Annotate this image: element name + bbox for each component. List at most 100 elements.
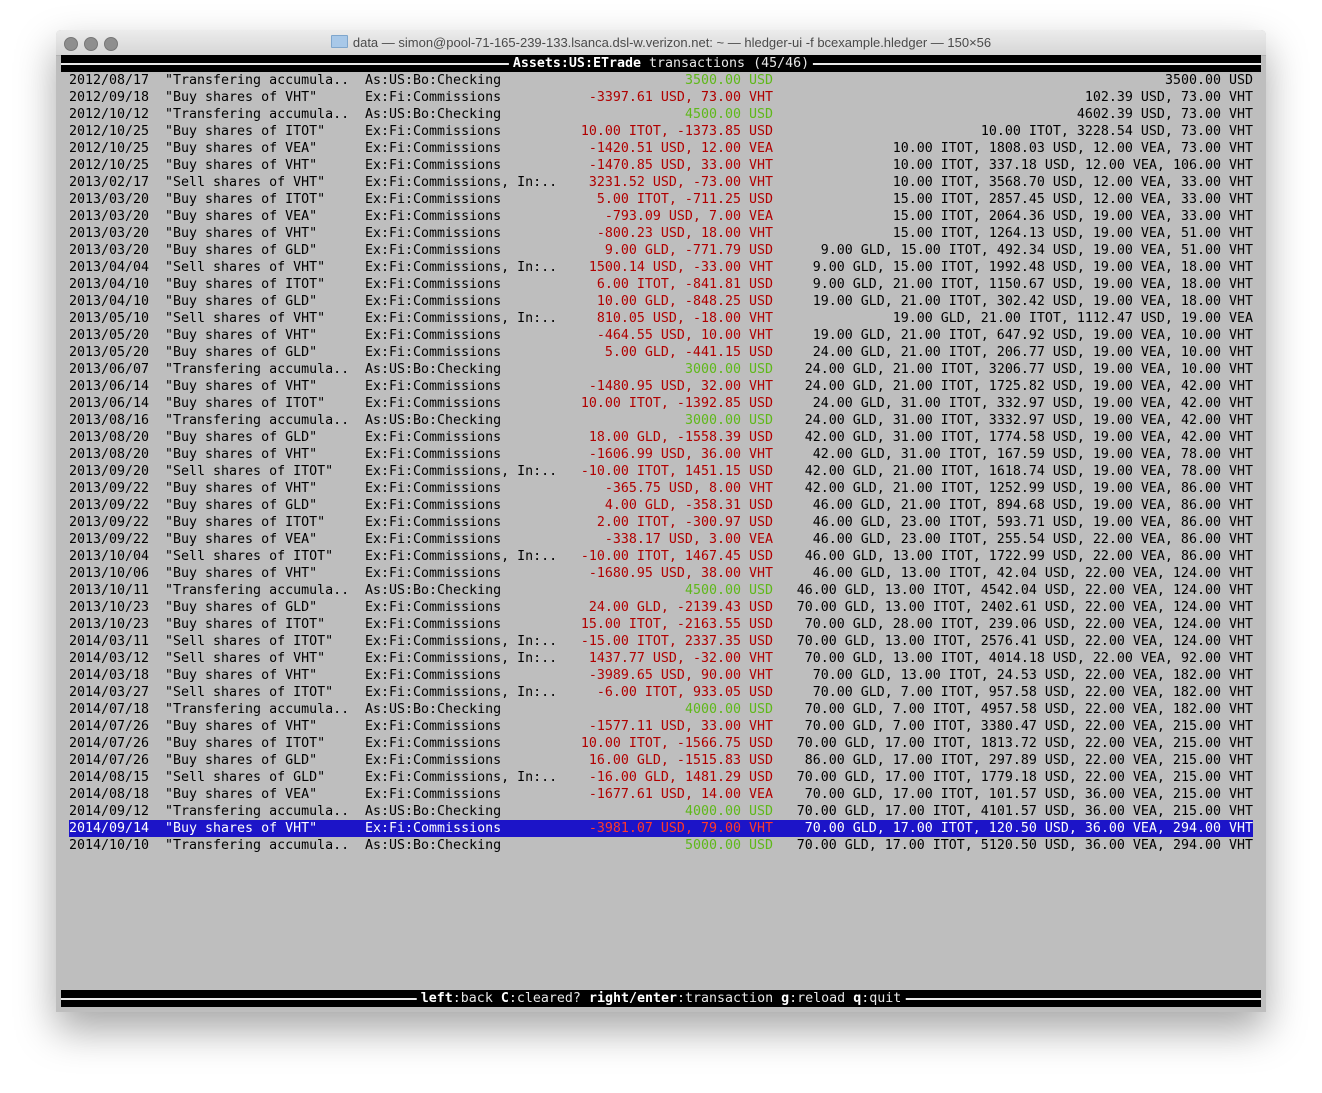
table-row[interactable]: 2013/08/20 "Buy shares of GLD" Ex:Fi:Commi… <box>61 429 1261 446</box>
table-row[interactable]: 2012/10/12 "Transfering accumula.. As:US:B… <box>61 106 1261 123</box>
row-date: 2012/10/25 <box>69 158 150 173</box>
table-row[interactable]: 2013/05/20 "Buy shares of GLD" Ex:Fi:Commi… <box>61 344 1261 361</box>
table-row[interactable]: 2013/03/20 "Buy shares of VHT" Ex:Fi:Commi… <box>61 225 1261 242</box>
row-balance: 70.00 GLD, 7.00 ITOT, 3380.47 USD, 22.00… <box>804 719 1253 734</box>
row-account: Ex:Fi:Commissions <box>365 209 502 224</box>
table-row[interactable]: 2012/10/25 "Buy shares of VHT" Ex:Fi:Commi… <box>61 157 1261 174</box>
row-description: "Buy shares of VHT" <box>165 719 318 734</box>
row-amount: 5.00 GLD, -441.15 USD <box>604 345 773 360</box>
row-date: 2012/08/17 <box>69 73 150 88</box>
table-row[interactable]: 2013/10/11 "Transfering accumula.. As:US:B… <box>61 582 1261 599</box>
table-row[interactable]: 2012/09/18 "Buy shares of VHT" Ex:Fi:Commi… <box>61 89 1261 106</box>
table-row[interactable]: 2013/06/07 "Transfering accumula.. As:US:B… <box>61 361 1261 378</box>
row-date: 2013/09/22 <box>69 515 150 530</box>
row-balance: 46.00 GLD, 13.00 ITOT, 4542.04 USD, 22.0… <box>796 583 1253 598</box>
row-account: Ex:Fi:Commissions, In:.. <box>365 175 558 190</box>
row-balance: 15.00 ITOT, 2064.36 USD, 19.00 VEA, 33.0… <box>892 209 1253 224</box>
row-description: "Sell shares of GLD" <box>165 770 326 785</box>
table-row[interactable]: 2012/10/25 "Buy shares of ITOT" Ex:Fi:Comm… <box>61 123 1261 140</box>
row-account: As:US:Bo:Checking <box>365 73 502 88</box>
row-balance: 46.00 GLD, 13.00 ITOT, 1722.99 USD, 22.0… <box>804 549 1253 564</box>
table-row[interactable]: 2013/09/22 "Buy shares of VHT" Ex:Fi:Commi… <box>61 480 1261 497</box>
table-row[interactable]: 2014/03/18 "Buy shares of VHT" Ex:Fi:Commi… <box>61 667 1261 684</box>
table-row[interactable]: 2014/03/12 "Sell shares of VHT" Ex:Fi:Comm… <box>61 650 1261 667</box>
row-amount: 10.00 GLD, -848.25 USD <box>596 294 773 309</box>
row-account: Ex:Fi:Commissions, In:.. <box>365 770 558 785</box>
row-date: 2013/10/23 <box>69 617 150 632</box>
row-description: "Buy shares of ITOT" <box>165 515 326 530</box>
table-row-selected[interactable]: 2014/09/14 "Buy shares of VHT" Ex:Fi:Commi… <box>61 820 1261 837</box>
row-amount: 3000.00 USD <box>684 413 773 428</box>
row-description: "Buy shares of VHT" <box>165 668 318 683</box>
table-row[interactable]: 2014/07/18 "Transfering accumula.. As:US:B… <box>61 701 1261 718</box>
table-row[interactable]: 2013/04/10 "Buy shares of GLD" Ex:Fi:Commi… <box>61 293 1261 310</box>
table-row[interactable]: 2013/06/14 "Buy shares of VHT" Ex:Fi:Commi… <box>61 378 1261 395</box>
row-amount: 5.00 ITOT, -711.25 USD <box>596 192 773 207</box>
table-row[interactable]: 2013/09/22 "Buy shares of GLD" Ex:Fi:Commi… <box>61 497 1261 514</box>
row-date: 2014/09/12 <box>69 804 150 819</box>
window-title-wrap: data — simon@pool-71-165-239-133.lsanca.… <box>56 35 1266 50</box>
table-row[interactable]: 2014/03/27 "Sell shares of ITOT" Ex:Fi:Com… <box>61 684 1261 701</box>
row-amount: -15.00 ITOT, 2337.35 USD <box>580 634 773 649</box>
table-row[interactable]: 2013/04/10 "Buy shares of ITOT" Ex:Fi:Comm… <box>61 276 1261 293</box>
table-row[interactable]: 2013/02/17 "Sell shares of VHT" Ex:Fi:Comm… <box>61 174 1261 191</box>
row-description: "Buy shares of VHT" <box>165 328 318 343</box>
row-account: Ex:Fi:Commissions <box>365 396 502 411</box>
table-row[interactable]: 2013/05/10 "Sell shares of VHT" Ex:Fi:Comm… <box>61 310 1261 327</box>
table-row[interactable]: 2013/03/20 "Buy shares of VEA" Ex:Fi:Commi… <box>61 208 1261 225</box>
key-action-2: transaction <box>685 991 774 1006</box>
table-row[interactable]: 2013/10/23 "Buy shares of ITOT" Ex:Fi:Comm… <box>61 616 1261 633</box>
row-balance: 46.00 GLD, 23.00 ITOT, 593.71 USD, 19.00… <box>812 515 1253 530</box>
row-amount: -3981.07 USD, 79.00 VHT <box>588 821 773 836</box>
table-row[interactable]: 2013/09/20 "Sell shares of ITOT" Ex:Fi:Com… <box>61 463 1261 480</box>
table-row[interactable]: 2012/08/17 "Transfering accumula.. As:US:B… <box>61 72 1261 89</box>
row-amount: -793.09 USD, 7.00 VEA <box>604 209 773 224</box>
table-row[interactable]: 2013/09/22 "Buy shares of ITOT" Ex:Fi:Comm… <box>61 514 1261 531</box>
key-4: q <box>853 991 862 1006</box>
row-amount: 3231.52 USD, -73.00 VHT <box>588 175 773 190</box>
table-row[interactable]: 2014/08/18 "Buy shares of VEA" Ex:Fi:Commi… <box>61 786 1261 803</box>
table-row[interactable]: 2013/06/14 "Buy shares of ITOT" Ex:Fi:Comm… <box>61 395 1261 412</box>
table-row[interactable]: 2013/05/20 "Buy shares of VHT" Ex:Fi:Commi… <box>61 327 1261 344</box>
row-amount: 4500.00 USD <box>684 583 773 598</box>
table-row[interactable]: 2014/10/10 "Transfering accumula.. As:US:B… <box>61 837 1261 854</box>
row-balance: 70.00 GLD, 17.00 ITOT, 101.57 USD, 36.00… <box>804 787 1253 802</box>
table-row[interactable]: 2013/08/20 "Buy shares of VHT" Ex:Fi:Commi… <box>61 446 1261 463</box>
row-description: "Transfering accumula.. <box>165 362 350 377</box>
table-row[interactable]: 2013/10/04 "Sell shares of ITOT" Ex:Fi:Com… <box>61 548 1261 565</box>
table-row[interactable]: 2013/08/16 "Transfering accumula.. As:US:B… <box>61 412 1261 429</box>
table-row[interactable]: 2013/03/20 "Buy shares of ITOT" Ex:Fi:Comm… <box>61 191 1261 208</box>
row-balance: 46.00 GLD, 21.00 ITOT, 894.68 USD, 19.00… <box>812 498 1253 513</box>
table-row[interactable]: 2014/03/11 "Sell shares of ITOT" Ex:Fi:Com… <box>61 633 1261 650</box>
row-balance: 70.00 GLD, 17.00 ITOT, 1813.72 USD, 22.0… <box>796 736 1253 751</box>
table-row[interactable]: 2014/07/26 "Buy shares of GLD" Ex:Fi:Commi… <box>61 752 1261 769</box>
row-amount: -1680.95 USD, 38.00 VHT <box>588 566 773 581</box>
table-row[interactable]: 2014/08/15 "Sell shares of GLD" Ex:Fi:Comm… <box>61 769 1261 786</box>
row-date: 2014/07/18 <box>69 702 150 717</box>
row-description: "Buy shares of VEA" <box>165 141 318 156</box>
row-date: 2012/10/25 <box>69 124 150 139</box>
table-row[interactable]: 2013/03/20 "Buy shares of GLD" Ex:Fi:Commi… <box>61 242 1261 259</box>
table-row[interactable]: 2013/10/06 "Buy shares of VHT" Ex:Fi:Commi… <box>61 565 1261 582</box>
table-row[interactable]: 2014/07/26 "Buy shares of VHT" Ex:Fi:Commi… <box>61 718 1261 735</box>
table-row[interactable]: 2013/10/23 "Buy shares of GLD" Ex:Fi:Commi… <box>61 599 1261 616</box>
table-row[interactable]: 2012/10/25 "Buy shares of VEA" Ex:Fi:Commi… <box>61 140 1261 157</box>
row-amount: -10.00 ITOT, 1467.45 USD <box>580 549 773 564</box>
row-amount: -6.00 ITOT, 933.05 USD <box>596 685 773 700</box>
row-description: "Buy shares of VHT" <box>165 379 318 394</box>
row-account: Ex:Fi:Commissions <box>365 821 502 836</box>
row-amount: 3500.00 USD <box>684 73 773 88</box>
key-3: g <box>781 991 790 1006</box>
table-row[interactable]: 2013/04/04 "Sell shares of VHT" Ex:Fi:Comm… <box>61 259 1261 276</box>
footer-bar: left:back C:cleared? right/enter:transac… <box>61 990 1261 1007</box>
table-row[interactable]: 2014/09/12 "Transfering accumula.. As:US:B… <box>61 803 1261 820</box>
row-account: Ex:Fi:Commissions <box>365 617 502 632</box>
close-button[interactable] <box>64 37 78 51</box>
table-row[interactable]: 2013/09/22 "Buy shares of VEA" Ex:Fi:Commi… <box>61 531 1261 548</box>
zoom-button[interactable] <box>104 37 118 51</box>
row-description: "Buy shares of VHT" <box>165 90 318 105</box>
row-date: 2014/03/27 <box>69 685 150 700</box>
table-row[interactable]: 2014/07/26 "Buy shares of ITOT" Ex:Fi:Comm… <box>61 735 1261 752</box>
row-description: "Buy shares of VHT" <box>165 226 318 241</box>
minimize-button[interactable] <box>84 37 98 51</box>
